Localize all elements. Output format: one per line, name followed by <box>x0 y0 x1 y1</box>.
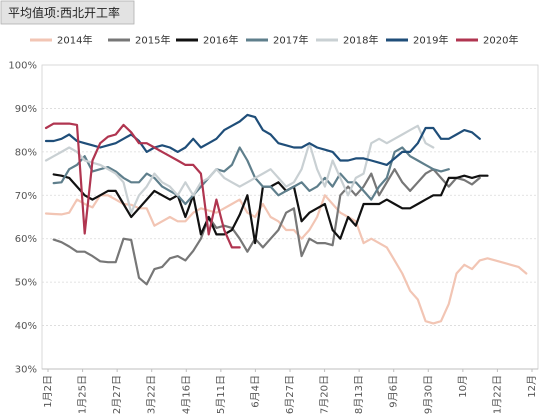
x-tick-label: 3月22日 <box>146 375 158 414</box>
x-tick-label: 8月13日 <box>353 375 365 414</box>
x-tick-label: 12月 <box>526 375 538 398</box>
y-axis-ticks: 30% 40% 50% 60% 70% 80% 90% 100% <box>8 61 37 376</box>
x-tick-label: 6月4日 <box>249 375 261 408</box>
x-tick-label: 7月20日 <box>319 375 331 414</box>
x-tick-label: 1月25日 <box>77 375 89 414</box>
x-tick-label: 11月22日 <box>491 375 503 414</box>
series-line-2019年 <box>44 113 481 166</box>
y-tick-label: 50% <box>15 278 37 289</box>
series-line-2018年 <box>44 124 435 214</box>
legend-label: 2018年 <box>343 34 378 47</box>
y-tick-label: 30% <box>15 365 37 376</box>
y-tick-label: 100% <box>8 61 37 72</box>
y-tick-label: 70% <box>15 191 37 202</box>
series-line-2016年 <box>52 173 489 245</box>
y-tick-label: 60% <box>15 234 37 245</box>
legend-item: 2018年 <box>316 34 378 47</box>
legend-label: 2015年 <box>135 34 170 47</box>
grid <box>41 64 539 370</box>
y-tick-label: 40% <box>15 321 37 332</box>
x-axis-ticks: 1月2日 1月25日 2月27日 3月22日 4月16日 5月11日 6月4日 6月27日 7月… <box>42 369 538 414</box>
legend-item: 2015年 <box>108 34 170 47</box>
legend-label: 2016年 <box>203 34 238 47</box>
legend-item: 2017年 <box>246 34 308 47</box>
legend-item: 2020年 <box>456 34 518 47</box>
legend-label: 2019年 <box>413 34 448 47</box>
x-tick-label: 6月27日 <box>284 375 296 414</box>
y-tick-label: 90% <box>15 104 37 115</box>
legend-label: 2020年 <box>483 34 518 47</box>
x-tick-label: 4月16日 <box>180 375 192 414</box>
y-tick-label: 80% <box>15 147 37 158</box>
legend-item: 2016年 <box>176 34 238 47</box>
x-tick-label: 10月 <box>457 375 469 398</box>
x-tick-label: 9月30日 <box>422 375 434 414</box>
chart-title: 平均值项:西北开工率 <box>0 0 135 25</box>
series-lines <box>44 113 528 325</box>
x-tick-label: 1月2日 <box>42 375 54 408</box>
legend-item: 2014年 <box>30 34 92 47</box>
chart-title-text: 平均值项:西北开工率 <box>8 5 120 20</box>
series-line-2015年 <box>52 168 481 286</box>
legend: 2014年 2015年 2016年 2017年 2018年 2019年 2020年 <box>30 34 518 47</box>
plot-area-frame <box>41 64 539 370</box>
series-line-2017年 <box>52 146 450 206</box>
series-line-2020年 <box>44 122 241 249</box>
legend-label: 2017年 <box>273 34 308 47</box>
x-tick-label: 2月27日 <box>111 375 123 414</box>
x-tick-label: 9月6日 <box>388 375 400 408</box>
x-tick-label: 5月11日 <box>215 375 227 414</box>
series-line-2014年 <box>44 194 528 325</box>
legend-label: 2014年 <box>57 34 92 47</box>
legend-item: 2019年 <box>386 34 448 47</box>
chart-title-background <box>0 0 135 25</box>
